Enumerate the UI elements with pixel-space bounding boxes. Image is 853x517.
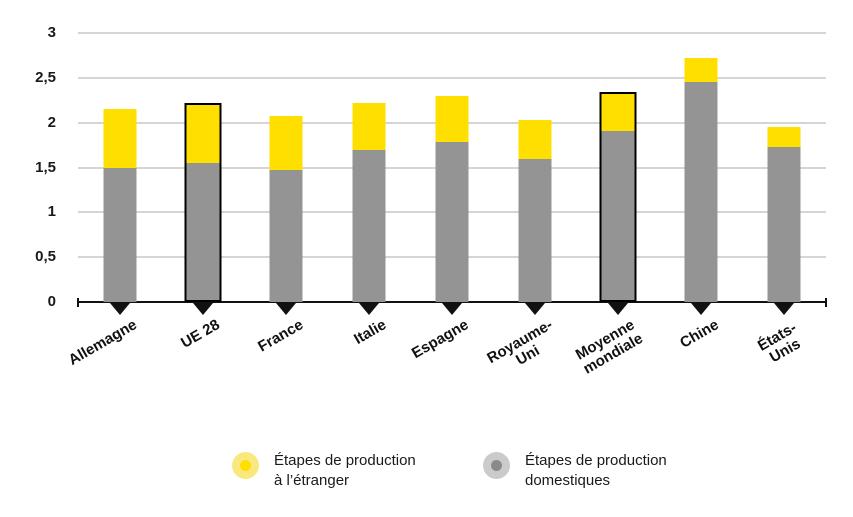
bar-segment-foreign [767,127,801,147]
bar-segment-domestic [103,167,137,302]
y-axis: 0 0,5 1 1,5 2 2,5 3 [0,24,56,310]
legend-marker-yellow-core [240,460,251,471]
category-slot: États-Unis [743,33,826,366]
category-slot: Italie [327,33,410,348]
axis-marker-triangle-icon [608,303,629,315]
category-label: France [254,316,306,356]
bar--tats-unis [767,127,801,302]
bar-segment-domestic [767,146,801,302]
category-slot: Espagne [409,33,493,362]
legend: Étapes de production à l’étranger Étapes… [0,451,853,501]
bar-italie [352,102,386,302]
bar-segment-domestic [352,149,386,302]
category-label: Allemagne [65,316,140,369]
axis-marker-triangle-icon [691,303,712,315]
y-tick-label: 2 [47,113,56,131]
axis-marker-triangle-icon [441,303,462,315]
bar-segment-foreign [269,116,303,171]
category-slot: France [244,33,327,355]
bar-segment-domestic [684,82,718,302]
bar-segment-domestic [186,162,220,300]
bar-chine [684,58,718,302]
legend-label-domestic-line1: Étapes de production [525,452,667,469]
plot-area: Allemagne UE 28 France Italie Espagne Royaume… [65,32,827,378]
axis-marker-triangle-icon [275,303,296,315]
gridline [78,32,826,34]
bar-segment-foreign [601,93,635,132]
gridline [78,77,826,79]
category-label: UE 28 [178,316,223,352]
y-tick-label: 3 [47,24,56,41]
category-label: États-Unis [754,319,804,367]
bar-segment-foreign [103,109,137,168]
bar-allemagne [103,109,137,302]
bar-segment-domestic [601,131,635,300]
axis-marker-triangle-icon [109,303,130,315]
category-slot: UE 28 [161,33,244,352]
bar-segment-foreign [435,95,469,143]
bar-segment-foreign [518,119,552,159]
bar-segment-domestic [518,158,552,302]
bar-france [269,116,303,302]
axis-end-tick-right [825,298,827,307]
legend-item-foreign: Étapes de production à l’étranger [232,451,416,491]
bar-royaume-uni [518,119,552,302]
legend-label-domestic: Étapes de production domestiques [525,451,667,491]
bar-ue-28 [184,103,222,302]
category-slot: Chine [660,33,743,352]
legend-marker-gray-icon [483,452,510,479]
bar-segment-foreign [352,102,386,150]
y-tick-label: 2,5 [35,68,56,86]
category-label: Espagne [409,316,472,363]
category-slot: Allemagne [65,33,161,369]
axis-marker-triangle-icon [525,303,546,315]
axis-end-tick-left [77,298,79,307]
x-axis-line [78,301,826,303]
bar-espagne [435,95,469,302]
axis-marker-triangle-icon [774,303,795,315]
category-label: Italie [350,316,389,348]
axis-marker-triangle-icon [192,303,213,315]
category-slot: Moyenne mondiale [573,33,660,378]
category-label: Royaume-Uni [483,316,556,369]
legend-marker-yellow-icon [232,452,259,479]
bar-segment-foreign [186,105,220,163]
legend-label-foreign-line2: à l’étranger [274,472,350,489]
legend-item-domestic: Étapes de production domestiques [483,451,667,491]
legend-label-foreign-line1: Étapes de production [274,452,416,469]
category-label: Moyenne mondiale [573,316,647,378]
legend-label-foreign: Étapes de production à l’étranger [274,451,416,491]
bar-moyenne-mondiale [599,91,637,302]
category-slot: Royaume-Uni [484,33,577,369]
bar-segment-foreign [684,58,718,83]
legend-label-domestic-line2: domestiques [525,472,611,489]
legend-marker-gray-core [491,460,502,471]
y-tick-label: 1 [47,203,56,221]
category-label: Chine [676,316,722,352]
y-tick-label: 0 [47,293,56,310]
axis-marker-triangle-icon [358,303,379,315]
y-tick-label: 0,5 [35,248,56,266]
bar-segment-domestic [269,170,303,302]
bar-segment-domestic [435,142,469,302]
y-tick-label: 1,5 [35,158,56,176]
